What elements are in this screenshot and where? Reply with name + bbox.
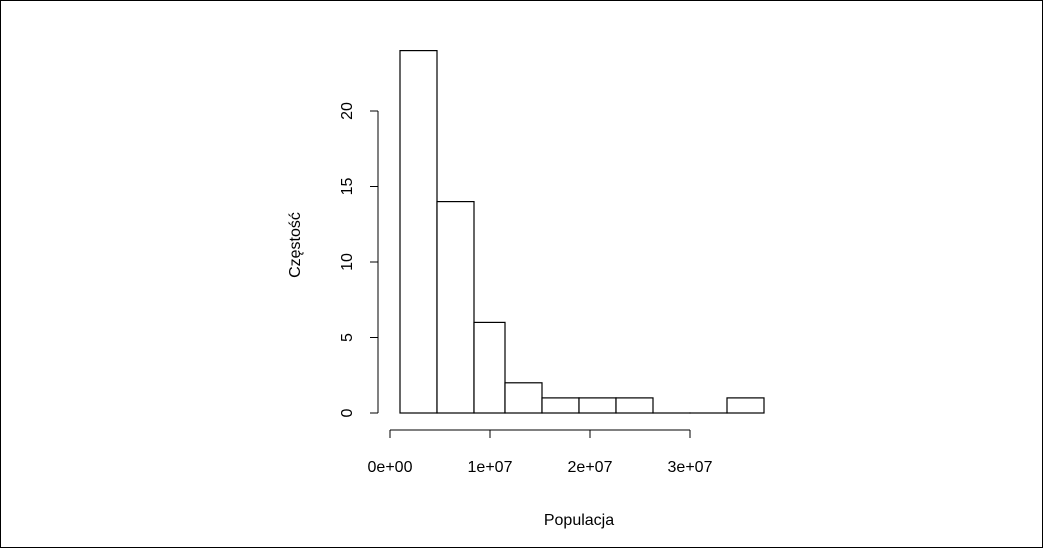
y-tick-label: 0 [339, 408, 356, 417]
x-axis-label: Populacja [544, 512, 614, 529]
histogram-bar-6 [615, 397, 654, 414]
y-tick-label: 20 [339, 102, 356, 120]
x-ticks-group: 0e+00 1e+07 2e+07 3e+07 [368, 430, 713, 476]
y-tick-label: 10 [339, 253, 356, 271]
x-tick-label: 0e+00 [368, 459, 413, 476]
histogram-bar-5 [578, 397, 617, 414]
x-tick-label: 3e+07 [668, 459, 713, 476]
histogram-bar-9 [726, 397, 765, 414]
y-axis-label: Częstość [287, 212, 304, 278]
bars-group [399, 49, 765, 414]
histogram-bar-0 [399, 49, 438, 414]
histogram-bar-2 [473, 321, 506, 414]
x-tick-label: 1e+07 [468, 459, 513, 476]
y-ticks-group: 0 5 10 15 20 [339, 102, 378, 417]
x-tick-label: 2e+07 [568, 459, 613, 476]
histogram-bar-4 [541, 397, 580, 414]
y-tick-label: 5 [339, 333, 356, 342]
histogram-bar-1 [436, 201, 475, 414]
y-tick-label: 15 [339, 178, 356, 196]
histogram-bar-3 [504, 382, 543, 414]
